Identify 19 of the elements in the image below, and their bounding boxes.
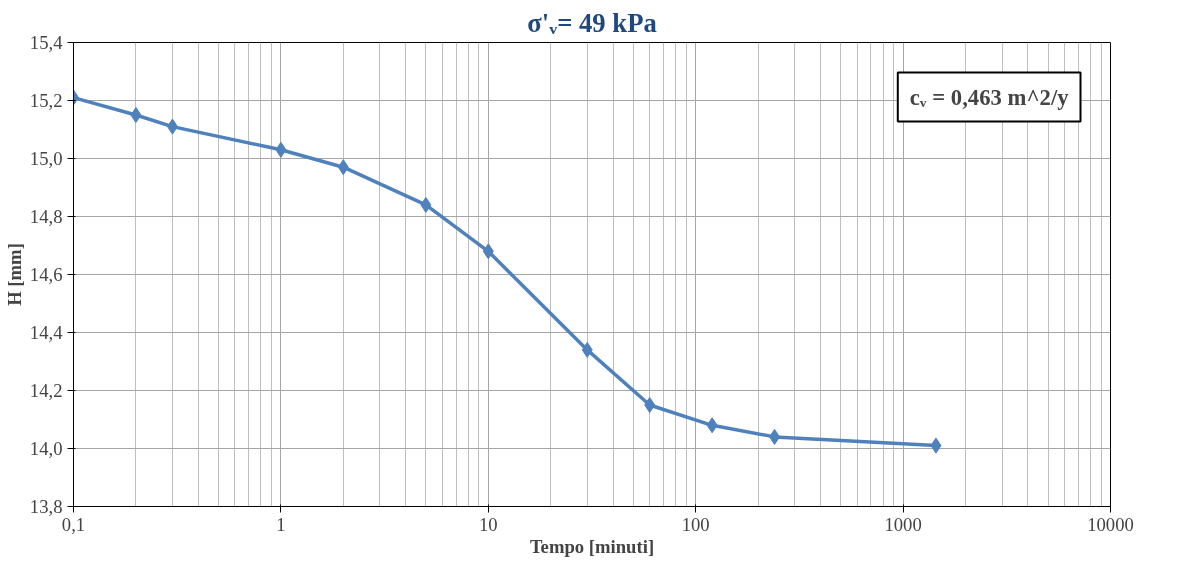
annotation: cᵥ = 0,463 m^2/y xyxy=(909,84,1070,110)
x-tick-label: 100 xyxy=(681,513,710,535)
y-tick-label: 14,4 xyxy=(29,322,64,343)
x-tick-label: 1000 xyxy=(884,513,922,535)
x-tick-label: 0,1 xyxy=(61,513,86,535)
y-axis-title: H [mm] xyxy=(3,243,25,306)
y-tick-label: 13,8 xyxy=(29,496,63,517)
y-tick-label: 14,8 xyxy=(29,206,63,227)
y-tick-label: 15,0 xyxy=(29,148,63,169)
y-tick-label: 15,4 xyxy=(29,32,64,53)
x-tick-label: 1 xyxy=(276,513,286,535)
y-tick-label: 14,6 xyxy=(29,264,63,285)
y-tick-label: 15,2 xyxy=(29,90,63,111)
y-tick-label: 14,2 xyxy=(29,380,63,401)
x-tick-label: 10000 xyxy=(1087,513,1134,535)
y-tick-label: 14,0 xyxy=(29,438,63,459)
x-axis-title: Tempo [minuti] xyxy=(529,535,655,557)
x-tick-label: 10 xyxy=(478,513,498,535)
chart-title: σ'ᵥ= 49 kPa xyxy=(527,7,657,38)
